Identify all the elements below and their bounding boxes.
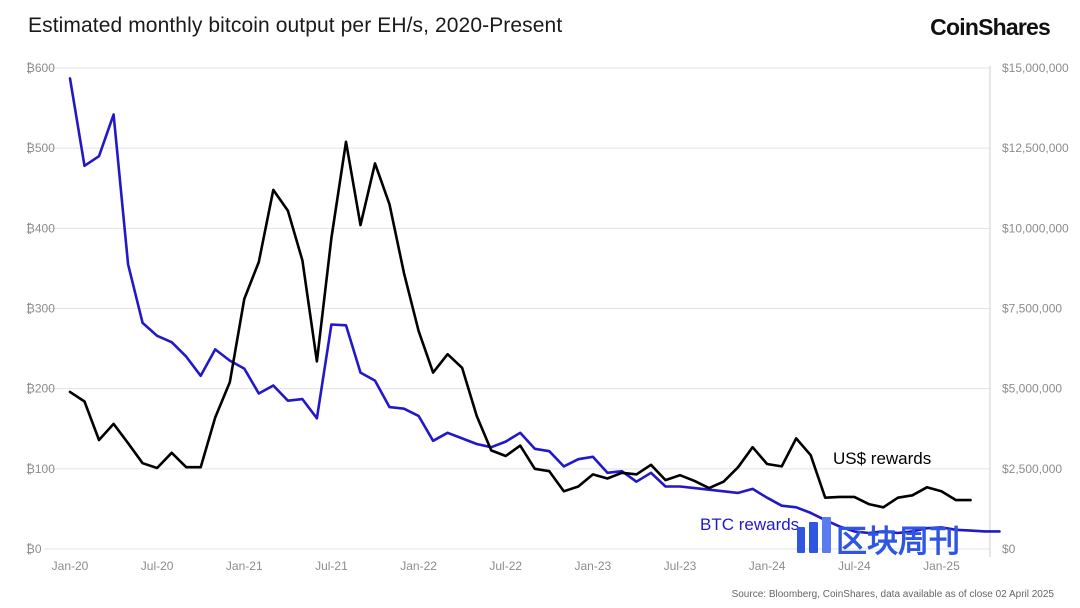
x-tick-label: Jan-24 bbox=[749, 559, 786, 573]
x-tick-label: Jul-21 bbox=[315, 559, 348, 573]
watermark: 区块周刊 bbox=[797, 517, 960, 559]
watermark-logo-icon bbox=[797, 517, 831, 553]
btc-rewards-line bbox=[68, 77, 1001, 535]
right-tick-label: $12,500,000 bbox=[1002, 141, 1069, 155]
source-note: Source: Bloomberg, CoinShares, data avai… bbox=[731, 589, 1054, 600]
right-tick-label: $0 bbox=[1002, 542, 1016, 556]
left-tick-label: ₿400 bbox=[26, 221, 55, 235]
left-tick-label: ₿600 bbox=[26, 61, 55, 75]
x-tick-label: Jan-20 bbox=[52, 559, 89, 573]
x-tick-label: Jan-23 bbox=[575, 559, 612, 573]
x-tick-label: Jan-21 bbox=[226, 559, 263, 573]
x-tick-label: Jan-25 bbox=[923, 559, 960, 573]
right-tick-label: $5,000,000 bbox=[1002, 382, 1062, 396]
gridlines bbox=[44, 66, 991, 557]
x-tick-label: Jul-20 bbox=[141, 559, 174, 573]
left-tick-label: ₿200 bbox=[26, 382, 55, 396]
right-tick-label: $10,000,000 bbox=[1002, 221, 1069, 235]
usd-rewards-line bbox=[68, 140, 972, 509]
left-tick-label: ₿500 bbox=[26, 141, 55, 155]
usd-rewards-label: US$ rewards bbox=[833, 449, 931, 468]
right-tick-label: $15,000,000 bbox=[1002, 61, 1069, 75]
left-tick-label: ₿100 bbox=[26, 462, 55, 476]
left-axis-ticks: ₿0 ₿100 ₿200 ₿300 ₿400 ₿500 ₿600 bbox=[26, 61, 55, 556]
btc-rewards-label: BTC rewards bbox=[700, 515, 799, 534]
left-tick-label: ₿0 bbox=[26, 542, 42, 556]
x-tick-label: Jul-23 bbox=[664, 559, 697, 573]
brand-logo: CoinShares bbox=[930, 14, 1051, 40]
x-tick-label: Jul-22 bbox=[489, 559, 522, 573]
left-tick-label: ₿300 bbox=[26, 302, 55, 316]
right-tick-label: $2,500,000 bbox=[1002, 462, 1062, 476]
x-axis-ticks: Jan-20 Jul-20 Jan-21 Jul-21 Jan-22 Jul-22 Jan-… bbox=[52, 559, 960, 573]
watermark-text: 区块周刊 bbox=[836, 524, 960, 559]
x-tick-label: Jul-24 bbox=[838, 559, 871, 573]
right-axis-ticks: $0 $2,500,000 $5,000,000 $7,500,000 $10,000,… bbox=[1002, 61, 1069, 556]
x-tick-label: Jan-22 bbox=[400, 559, 437, 573]
chart-title: Estimated monthly bitcoin output per EH/… bbox=[28, 14, 563, 37]
right-tick-label: $7,500,000 bbox=[1002, 302, 1062, 316]
